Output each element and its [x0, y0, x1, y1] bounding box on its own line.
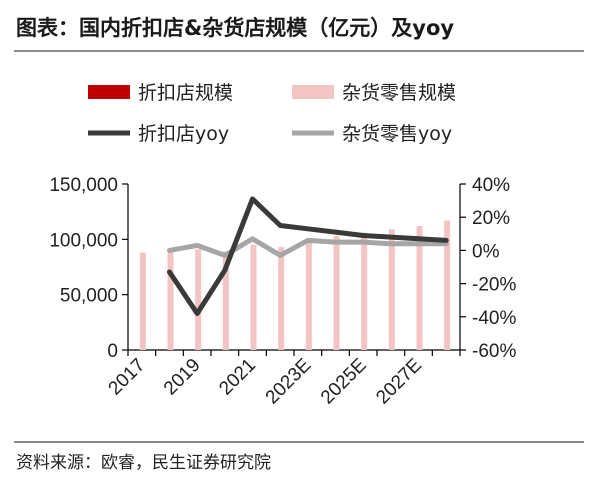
y-left-tick-label: 50,000	[60, 286, 118, 307]
y-right-tick-label: 0%	[472, 241, 500, 262]
y-left-tick-label: 150,000	[49, 175, 118, 196]
bar-grocery-scale	[195, 249, 202, 350]
x-tick-label: 2025E	[317, 355, 371, 409]
bar-grocery-scale	[388, 229, 395, 350]
bar-grocery-scale	[416, 226, 423, 350]
y-right-tick-label: -40%	[472, 308, 516, 329]
legend: 折扣店规模 杂货零售规模 折扣店yoy 杂货零售yoy	[88, 82, 456, 145]
bar-grocery-scale	[278, 247, 285, 350]
bar-grocery-scale	[333, 236, 340, 350]
x-tick-label: 2023E	[262, 355, 316, 409]
legend-label-line2: 杂货零售yoy	[342, 123, 452, 145]
bar-grocery-scale	[444, 220, 451, 350]
legend-swatch-bar1	[88, 85, 130, 99]
bar-grocery-scale	[250, 244, 257, 350]
y-right-tick-label: -20%	[472, 275, 516, 296]
x-tick-label: 2019	[160, 355, 205, 400]
bar-grocery-scale	[167, 252, 174, 350]
x-tick-label: 2027E	[372, 355, 426, 409]
bar-grocery-scale	[361, 232, 368, 350]
source-divider	[14, 441, 584, 443]
y-right-tick-label: 40%	[472, 175, 510, 196]
chart-title: 图表：国内折扣店&杂货店规模（亿元）及yoy	[16, 16, 455, 40]
y-right-tick-label: -60%	[472, 341, 516, 362]
plot-area: 150,000 100,000 50,000 0 40% 20% 0% -20% -40% -60…	[49, 175, 516, 408]
legend-swatch-bar2	[292, 85, 334, 99]
y-left-tick-label: 100,000	[49, 230, 118, 251]
bar-grocery-scale	[222, 251, 229, 350]
title-divider	[14, 50, 584, 52]
source-note: 资料来源：欧睿，民生证券研究院	[16, 453, 271, 473]
legend-label-bar1: 折扣店规模	[138, 82, 233, 104]
line-grocery-yoy	[167, 236, 449, 258]
y-right-tick-label: 20%	[472, 208, 510, 229]
bar-grocery-scale	[305, 241, 312, 350]
line-discount-yoy	[167, 196, 449, 316]
x-tick-label: 2021	[215, 355, 260, 400]
legend-label-line1: 折扣店yoy	[138, 123, 229, 145]
legend-label-bar2: 杂货零售规模	[342, 82, 456, 104]
y-left-tick-label: 0	[107, 341, 118, 362]
bar-grocery-scale	[139, 252, 146, 350]
